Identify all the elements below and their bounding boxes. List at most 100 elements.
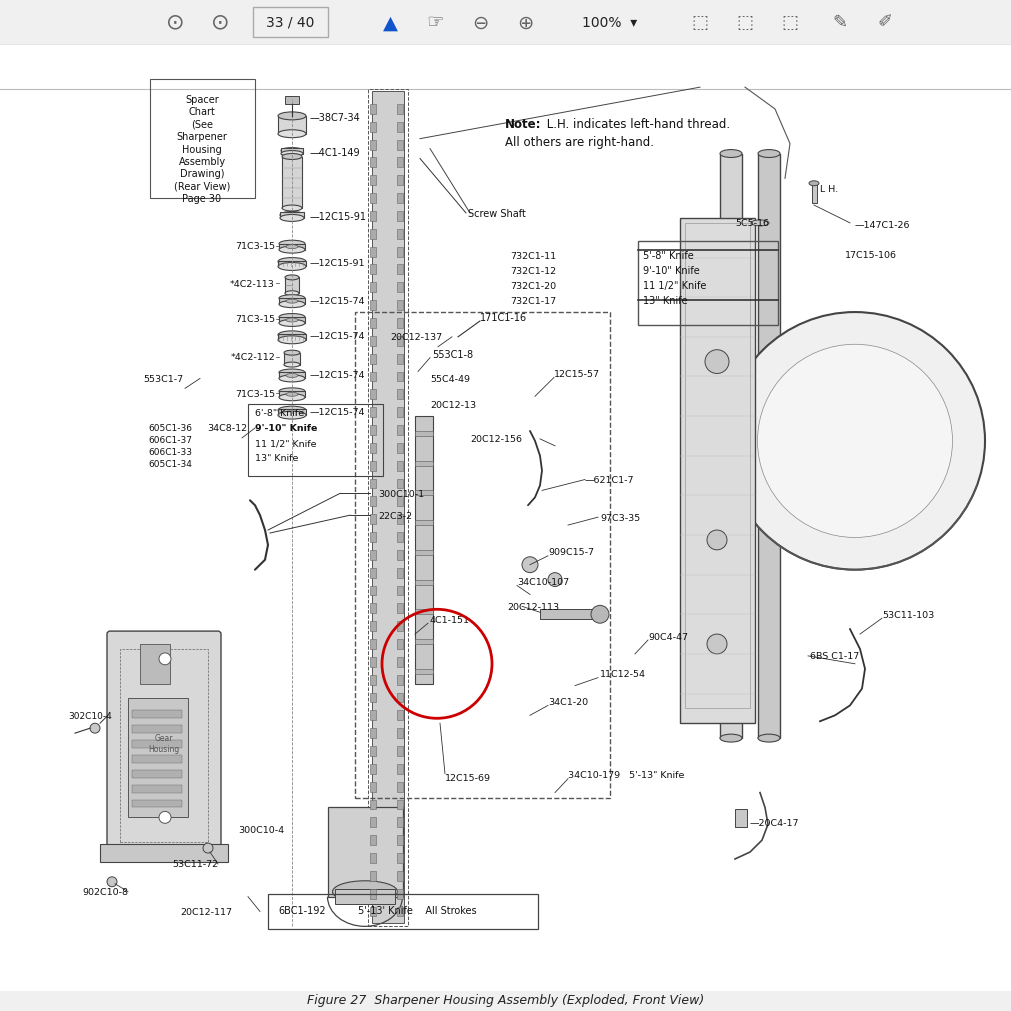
Ellipse shape [757, 734, 779, 742]
Text: —12C15-91: —12C15-91 [309, 259, 365, 268]
Bar [131, 740, 182, 748]
Ellipse shape [286, 318, 297, 323]
Bar [396, 141, 402, 151]
Bar [396, 248, 402, 258]
Bar [282, 158, 301, 209]
Bar [370, 390, 376, 400]
Text: 22C3-2: 22C3-2 [378, 512, 411, 520]
Text: 5'-8" Knife: 5'-8" Knife [642, 251, 694, 261]
Bar [396, 639, 402, 649]
Text: 17C15-106: 17C15-106 [844, 251, 896, 260]
Text: Screw Shaft: Screw Shaft [467, 208, 526, 218]
Bar [370, 479, 376, 489]
Bar [248, 404, 382, 476]
Text: *4C2-113: *4C2-113 [229, 280, 275, 288]
Bar [396, 818, 402, 827]
Ellipse shape [757, 151, 779, 159]
Bar [396, 444, 402, 453]
Bar [396, 337, 402, 347]
Ellipse shape [278, 113, 305, 120]
Bar [370, 586, 376, 595]
Bar [370, 550, 376, 560]
Text: 71C3-15: 71C3-15 [235, 389, 275, 398]
Bar [396, 301, 402, 310]
Bar [396, 907, 402, 917]
Text: ✎: ✎ [832, 14, 847, 31]
Text: 53C11-103: 53C11-103 [882, 611, 933, 619]
Text: —147C1-26: —147C1-26 [854, 221, 910, 231]
Text: Figure 27  Sharpener Housing Assembly (Exploded, Front View): Figure 27 Sharpener Housing Assembly (Ex… [307, 993, 704, 1006]
Bar [131, 770, 182, 778]
Text: —38C7-34: —38C7-34 [309, 113, 360, 122]
Ellipse shape [808, 182, 818, 187]
Bar [370, 729, 376, 738]
Text: 300C10-1: 300C10-1 [378, 489, 424, 498]
Bar [396, 889, 402, 899]
Bar [150, 80, 255, 199]
Bar [372, 92, 403, 923]
Ellipse shape [279, 394, 304, 401]
Text: 34C8-12: 34C8-12 [207, 424, 247, 433]
Circle shape [707, 531, 726, 550]
Text: 553C1-7: 553C1-7 [143, 374, 183, 383]
Text: ✐: ✐ [877, 14, 892, 31]
Ellipse shape [284, 363, 299, 368]
Bar [370, 211, 376, 221]
Bar [370, 496, 376, 507]
Text: —12C15-74: —12C15-74 [309, 407, 365, 417]
Ellipse shape [278, 130, 305, 139]
Bar [396, 782, 402, 792]
Bar [734, 810, 746, 827]
Bar [370, 283, 376, 293]
Bar [279, 299, 304, 305]
Bar [679, 218, 754, 724]
Circle shape [107, 877, 117, 887]
Ellipse shape [286, 374, 297, 378]
Circle shape [159, 812, 171, 824]
Bar [415, 521, 433, 526]
Text: 55C4-49: 55C4-49 [430, 374, 469, 383]
Bar [396, 515, 402, 525]
Bar [396, 533, 402, 542]
Bar [396, 622, 402, 632]
Bar [370, 337, 376, 347]
Circle shape [159, 653, 171, 665]
Bar [415, 550, 433, 555]
Text: 6BC1-192: 6BC1-192 [278, 905, 326, 915]
Ellipse shape [719, 734, 741, 742]
Ellipse shape [282, 155, 301, 161]
Ellipse shape [280, 215, 303, 222]
Text: (Rear View): (Rear View) [174, 182, 229, 192]
Ellipse shape [279, 247, 304, 254]
Text: 11 1/2" Knife: 11 1/2" Knife [255, 439, 316, 448]
Bar [370, 194, 376, 204]
Bar [370, 746, 376, 756]
Ellipse shape [282, 206, 301, 211]
Bar [368, 90, 407, 926]
Bar [140, 644, 170, 683]
Bar [757, 155, 779, 738]
Bar [415, 639, 433, 644]
Ellipse shape [333, 881, 397, 903]
Bar [396, 835, 402, 845]
Text: 302C10-4: 302C10-4 [68, 711, 111, 720]
Text: Drawing): Drawing) [180, 169, 224, 179]
Text: ☞: ☞ [426, 13, 443, 32]
Bar [396, 105, 402, 115]
Circle shape [707, 635, 726, 654]
Text: 13" Knife: 13" Knife [642, 296, 686, 306]
Text: ⬚: ⬚ [691, 14, 708, 31]
Text: 20C12-137: 20C12-137 [389, 333, 442, 342]
Bar [396, 550, 402, 560]
Bar [127, 699, 188, 818]
Bar [370, 889, 376, 899]
Bar [278, 261, 305, 267]
Bar [253, 8, 328, 37]
Text: ⊙: ⊙ [166, 13, 184, 32]
Bar [415, 432, 433, 437]
Bar [637, 242, 777, 326]
Text: 606C1-37: 606C1-37 [148, 436, 192, 445]
Text: 11C12-54: 11C12-54 [600, 669, 645, 678]
Bar [396, 586, 402, 595]
Ellipse shape [278, 337, 305, 345]
